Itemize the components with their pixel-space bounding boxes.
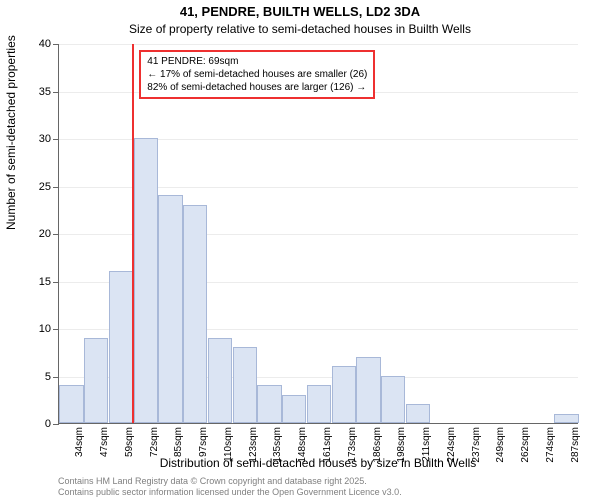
y-tick (53, 424, 59, 425)
histogram-bar (84, 338, 108, 424)
annotation-line: ← 17% of semi-detached houses are smalle… (147, 68, 367, 81)
histogram-bar (158, 195, 182, 423)
y-tick-label: 35 (39, 86, 51, 98)
histogram-bar (59, 385, 83, 423)
annotation-box: 41 PENDRE: 69sqm← 17% of semi-detached h… (139, 50, 375, 99)
x-tick-label: 85sqm (173, 427, 184, 457)
y-tick (53, 329, 59, 330)
x-tick-label: 34sqm (74, 427, 85, 457)
y-tick-label: 40 (39, 38, 51, 50)
histogram-bar (208, 338, 232, 424)
histogram-bar (233, 347, 257, 423)
y-tick (53, 44, 59, 45)
histogram-bar (381, 376, 405, 424)
footer-line: Contains HM Land Registry data © Crown c… (58, 476, 402, 487)
y-axis-label: Number of semi-detached properties (4, 35, 18, 230)
y-tick (53, 92, 59, 93)
y-tick-label: 25 (39, 181, 51, 193)
footer-attribution: Contains HM Land Registry data © Crown c… (58, 476, 402, 498)
chart-subtitle: Size of property relative to semi-detach… (0, 22, 600, 36)
annotation-line: 41 PENDRE: 69sqm (147, 55, 367, 68)
y-tick (53, 234, 59, 235)
x-axis-label: Distribution of semi-detached houses by … (58, 456, 578, 470)
chart-plot-area: 051015202530354034sqm47sqm59sqm72sqm85sq… (58, 44, 578, 424)
chart-title: 41, PENDRE, BUILTH WELLS, LD2 3DA (0, 4, 600, 19)
y-tick-label: 15 (39, 276, 51, 288)
y-tick-label: 5 (45, 371, 51, 383)
y-tick (53, 377, 59, 378)
x-tick-label: 47sqm (99, 427, 110, 457)
gridline (59, 44, 578, 45)
histogram-bar (356, 357, 380, 424)
x-tick-label: 59sqm (124, 427, 135, 457)
histogram-bar (134, 138, 158, 423)
y-tick-label: 0 (45, 418, 51, 430)
y-tick-label: 30 (39, 133, 51, 145)
footer-line: Contains public sector information licen… (58, 487, 402, 498)
histogram-bar (554, 414, 578, 424)
y-tick (53, 187, 59, 188)
histogram-bar (282, 395, 306, 424)
histogram-bar (307, 385, 331, 423)
histogram-bar (332, 366, 356, 423)
y-tick-label: 20 (39, 228, 51, 240)
annotation-line: 82% of semi-detached houses are larger (… (147, 81, 367, 94)
histogram-bar (257, 385, 281, 423)
x-tick-label: 72sqm (149, 427, 160, 457)
histogram-bar (109, 271, 133, 423)
histogram-bar (183, 205, 207, 424)
y-tick-label: 10 (39, 323, 51, 335)
y-tick (53, 139, 59, 140)
y-tick (53, 282, 59, 283)
histogram-bar (406, 404, 430, 423)
x-tick-label: 97sqm (198, 427, 209, 457)
property-marker-line (132, 44, 134, 423)
